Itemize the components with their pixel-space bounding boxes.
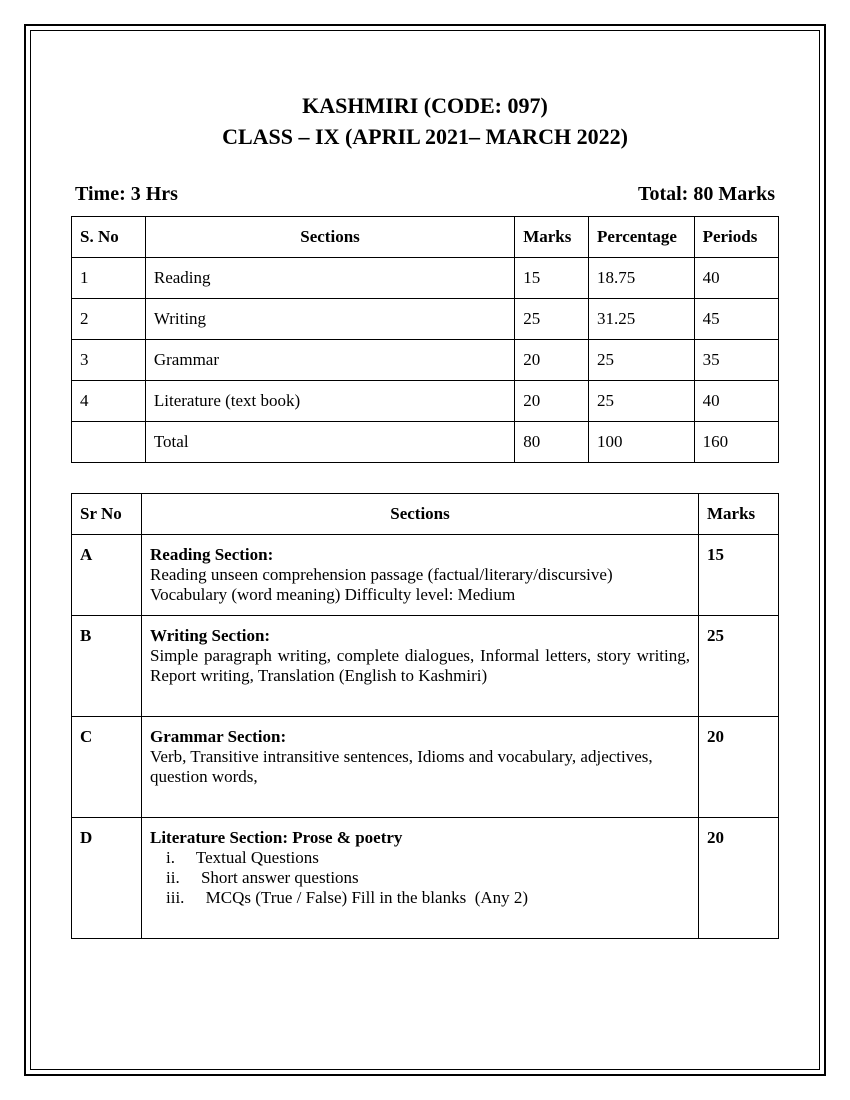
- cell-marks: 15: [515, 257, 589, 298]
- cell-marks: 20: [515, 339, 589, 380]
- cell-section: Total: [145, 421, 514, 462]
- section-content: Verb, Transitive intransitive sentences,…: [150, 747, 690, 787]
- table-row: 2 Writing2531.2545: [72, 298, 779, 339]
- cell-sno: 3: [72, 339, 146, 380]
- table-header-row: S. No Sections Marks Percentage Periods: [72, 216, 779, 257]
- cell-section-detail: Writing Section:Simple paragraph writing…: [142, 615, 699, 716]
- table-row: Total80100160: [72, 421, 779, 462]
- cell-section: Reading: [145, 257, 514, 298]
- cell-sno: 1: [72, 257, 146, 298]
- cell-srno: B: [72, 615, 142, 716]
- section-title: Literature Section: Prose & poetry: [150, 828, 690, 848]
- header-sections2: Sections: [142, 493, 699, 534]
- cell-percentage: 18.75: [589, 257, 695, 298]
- cell-marks: 20: [699, 817, 779, 938]
- table-row: 3Grammar202535: [72, 339, 779, 380]
- table-row: DLiterature Section: Prose & poetryi. Te…: [72, 817, 779, 938]
- table-row: 1Reading1518.7540: [72, 257, 779, 298]
- header-srno: Sr No: [72, 493, 142, 534]
- cell-marks: 15: [699, 534, 779, 615]
- cell-periods: 40: [694, 257, 778, 298]
- literature-list: i. Textual Questionsii. Short answer que…: [150, 848, 690, 908]
- table-row: 4Literature (text book)202540: [72, 380, 779, 421]
- inner-border: KASHMIRI (CODE: 097) CLASS – IX (APRIL 2…: [30, 30, 820, 1070]
- outer-border: KASHMIRI (CODE: 097) CLASS – IX (APRIL 2…: [24, 24, 826, 1076]
- cell-sno: 4: [72, 380, 146, 421]
- sections-detail-table: Sr No Sections Marks AReading Section:Re…: [71, 493, 779, 939]
- table-row: BWriting Section:Simple paragraph writin…: [72, 615, 779, 716]
- spacer: [150, 787, 690, 807]
- table-row: CGrammar Section: Verb, Transitive intra…: [72, 716, 779, 817]
- section-content: Reading unseen comprehension passage (fa…: [150, 565, 690, 605]
- cell-section-detail: Reading Section:Reading unseen comprehen…: [142, 534, 699, 615]
- list-item: ii. Short answer questions: [166, 868, 690, 888]
- cell-marks: 25: [515, 298, 589, 339]
- cell-marks: 25: [699, 615, 779, 716]
- cell-periods: 160: [694, 421, 778, 462]
- cell-percentage: 25: [589, 339, 695, 380]
- list-item: i. Textual Questions: [166, 848, 690, 868]
- cell-marks: 20: [515, 380, 589, 421]
- document-title: KASHMIRI (CODE: 097): [71, 91, 779, 122]
- header-sno: S. No: [72, 216, 146, 257]
- table2-body: AReading Section:Reading unseen comprehe…: [72, 534, 779, 938]
- table1-body: 1Reading1518.75402 Writing2531.25453Gram…: [72, 257, 779, 462]
- cell-srno: D: [72, 817, 142, 938]
- cell-sno: [72, 421, 146, 462]
- cell-marks: 20: [699, 716, 779, 817]
- cell-section-detail: Grammar Section: Verb, Transitive intran…: [142, 716, 699, 817]
- cell-srno: C: [72, 716, 142, 817]
- spacer: [150, 686, 690, 706]
- cell-section: Literature (text book): [145, 380, 514, 421]
- section-title: Grammar Section:: [150, 727, 690, 747]
- document-header: KASHMIRI (CODE: 097) CLASS – IX (APRIL 2…: [71, 91, 779, 153]
- info-row: Time: 3 Hrs Total: 80 Marks: [71, 183, 779, 206]
- list-item: iii. MCQs (True / False) Fill in the bla…: [166, 888, 690, 908]
- table-header-row: Sr No Sections Marks: [72, 493, 779, 534]
- section-content: Simple paragraph writing, complete dialo…: [150, 646, 690, 686]
- cell-periods: 45: [694, 298, 778, 339]
- header-percentage: Percentage: [589, 216, 695, 257]
- cell-section: Writing: [145, 298, 514, 339]
- cell-section-detail: Literature Section: Prose & poetryi. Tex…: [142, 817, 699, 938]
- header-periods: Periods: [694, 216, 778, 257]
- spacer: [150, 908, 690, 928]
- table-row: AReading Section:Reading unseen comprehe…: [72, 534, 779, 615]
- cell-percentage: 100: [589, 421, 695, 462]
- marks-table: S. No Sections Marks Percentage Periods …: [71, 216, 779, 463]
- cell-periods: 35: [694, 339, 778, 380]
- cell-section: Grammar: [145, 339, 514, 380]
- section-title: Writing Section:: [150, 626, 690, 646]
- cell-sno: 2: [72, 298, 146, 339]
- cell-percentage: 31.25: [589, 298, 695, 339]
- header-marks2: Marks: [699, 493, 779, 534]
- section-title: Reading Section:: [150, 545, 690, 565]
- total-label: Total: 80 Marks: [638, 183, 775, 206]
- header-sections: Sections: [145, 216, 514, 257]
- cell-marks: 80: [515, 421, 589, 462]
- time-label: Time: 3 Hrs: [75, 183, 178, 206]
- cell-periods: 40: [694, 380, 778, 421]
- cell-srno: A: [72, 534, 142, 615]
- header-marks: Marks: [515, 216, 589, 257]
- document-subtitle: CLASS – IX (APRIL 2021– MARCH 2022): [71, 122, 779, 153]
- cell-percentage: 25: [589, 380, 695, 421]
